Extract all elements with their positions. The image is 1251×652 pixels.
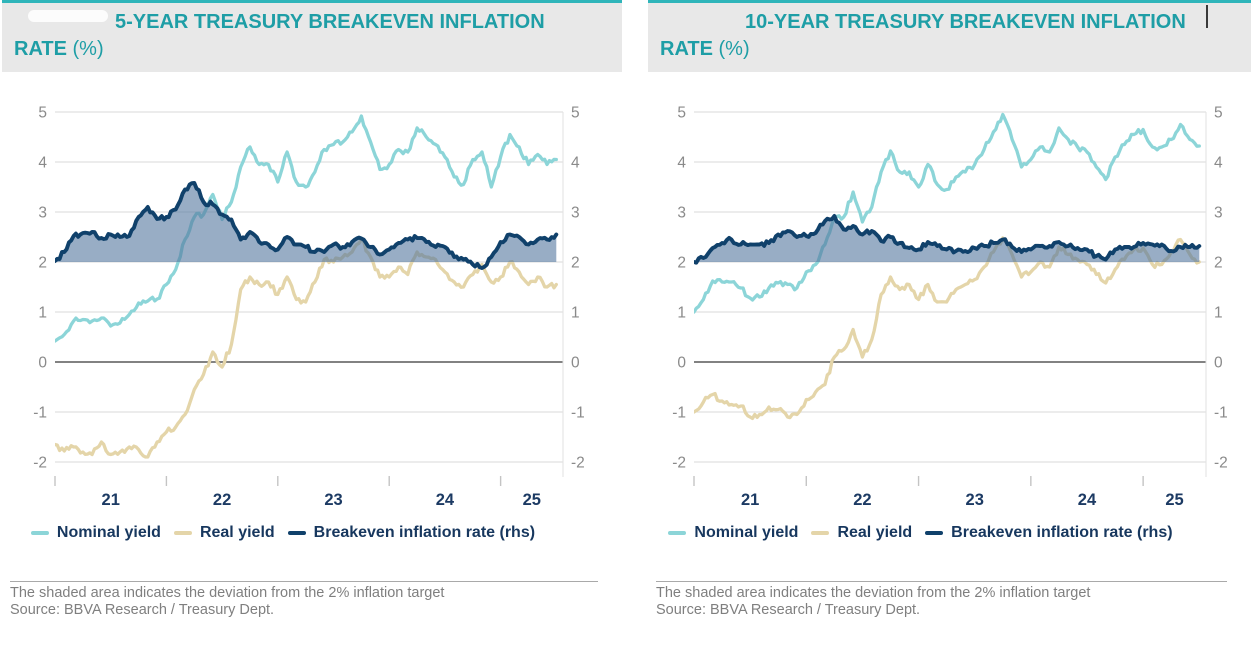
- svg-text:-2: -2: [672, 455, 686, 472]
- svg-text:0: 0: [571, 355, 580, 372]
- svg-text:1: 1: [571, 305, 580, 322]
- five-year-panel: 5-YEAR TREASURY BREAKEVEN INFLATION RATE…: [2, 0, 622, 619]
- legend-item-breakeven: Breakeven inflation rate (rhs): [287, 524, 536, 542]
- legend-label: Nominal yield: [56, 524, 161, 541]
- svg-text:23: 23: [324, 491, 342, 509]
- svg-text:4: 4: [571, 155, 580, 172]
- svg-text:2: 2: [1214, 255, 1223, 272]
- legend-item-nominal-yield: Nominal yield: [30, 524, 161, 542]
- legend-item-real-yield: Real yield: [811, 524, 912, 542]
- svg-text:23: 23: [966, 491, 984, 509]
- svg-text:3: 3: [677, 205, 686, 222]
- svg-text:4: 4: [677, 155, 686, 172]
- svg-text:5: 5: [38, 105, 47, 122]
- svg-text:22: 22: [213, 491, 231, 509]
- five-year-chart: 5 54 43 32 21 10 0-1 -1-2 -221 22 23 24 25: [33, 105, 585, 510]
- breakeven-swatch: [925, 530, 944, 536]
- legend-item-breakeven: Breakeven inflation rate (rhs): [925, 524, 1173, 542]
- five-year-chart-title: 5-YEAR TREASURY BREAKEVEN INFLATION RATE…: [2, 0, 622, 72]
- chart-title-unit: (%): [66, 38, 104, 60]
- chart-title-line1: 10-YEAR TREASURY BREAKEVEN INFLATION: [745, 11, 1186, 33]
- nominal-yield-swatch: [668, 530, 687, 536]
- svg-text:5: 5: [571, 105, 580, 122]
- chart-title-line2: RATE: [660, 38, 713, 60]
- svg-text:25: 25: [1165, 491, 1183, 509]
- svg-text:-1: -1: [571, 405, 585, 422]
- chart-title-line2: RATE: [14, 38, 67, 60]
- text-cursor: [1206, 5, 1208, 28]
- svg-text:-1: -1: [1214, 405, 1228, 422]
- footnote-divider: [10, 581, 598, 582]
- legend-label: Breakeven inflation rate (rhs): [951, 524, 1173, 541]
- real-yield-swatch: [173, 530, 192, 536]
- svg-text:2: 2: [677, 255, 686, 272]
- svg-text:21: 21: [741, 491, 759, 509]
- svg-text:4: 4: [1214, 155, 1223, 172]
- svg-text:0: 0: [1214, 355, 1223, 372]
- footnote-divider: [656, 581, 1227, 582]
- svg-text:2: 2: [571, 255, 580, 272]
- source-note: Source: BBVA Research / Treasury Dept.: [656, 602, 921, 618]
- svg-text:24: 24: [1078, 491, 1097, 509]
- svg-text:3: 3: [1214, 205, 1223, 222]
- svg-text:3: 3: [38, 205, 47, 222]
- chart-title-line1: 5-YEAR TREASURY BREAKEVEN INFLATION: [115, 11, 545, 33]
- svg-text:2: 2: [38, 255, 47, 272]
- svg-text:4: 4: [38, 155, 47, 172]
- svg-text:24: 24: [436, 491, 455, 509]
- legend-label: Real yield: [199, 524, 275, 541]
- svg-text:1: 1: [38, 305, 47, 322]
- svg-text:-2: -2: [1214, 455, 1228, 472]
- svg-text:21: 21: [102, 491, 120, 509]
- svg-text:-1: -1: [672, 405, 686, 422]
- legend-label: Nominal yield: [694, 524, 799, 541]
- svg-text:25: 25: [523, 491, 541, 509]
- legend-item-nominal-yield: Nominal yield: [668, 524, 798, 542]
- svg-text:1: 1: [1214, 305, 1223, 322]
- svg-text:-2: -2: [571, 455, 585, 472]
- ten-year-panel: 10-YEAR TREASURY BREAKEVEN INFLATION RAT…: [648, 0, 1251, 619]
- svg-text:3: 3: [571, 205, 580, 222]
- legend: Nominal yield Real yield Breakeven infla…: [648, 522, 1251, 544]
- ten-year-chart-title: 10-YEAR TREASURY BREAKEVEN INFLATION RAT…: [648, 0, 1251, 72]
- whiteout-smudge: [28, 10, 108, 22]
- breakeven-swatch: [287, 530, 306, 536]
- svg-text:-2: -2: [33, 455, 47, 472]
- legend-item-real-yield: Real yield: [173, 524, 275, 542]
- svg-text:0: 0: [38, 355, 47, 372]
- svg-text:1: 1: [677, 305, 686, 322]
- svg-text:0: 0: [677, 355, 686, 372]
- legend-label: Real yield: [837, 524, 913, 541]
- shaded-area-note: The shaded area indicates the deviation …: [10, 585, 445, 601]
- real-yield-swatch: [811, 530, 830, 536]
- legend: Nominal yield Real yield Breakeven infla…: [2, 522, 622, 544]
- chart-title-unit: (%): [712, 38, 750, 60]
- source-note: Source: BBVA Research / Treasury Dept.: [10, 602, 275, 618]
- ten-year-chart: 5 54 43 32 21 10 0-1 -1-2 -221 22 23 24 25: [672, 105, 1228, 510]
- svg-text:22: 22: [853, 491, 871, 509]
- legend-label: Breakeven inflation rate (rhs): [313, 524, 536, 541]
- shaded-area-note: The shaded area indicates the deviation …: [656, 585, 1091, 601]
- svg-text:5: 5: [1214, 105, 1223, 122]
- svg-text:5: 5: [677, 105, 686, 122]
- svg-text:-1: -1: [33, 405, 47, 422]
- nominal-yield-swatch: [30, 530, 49, 536]
